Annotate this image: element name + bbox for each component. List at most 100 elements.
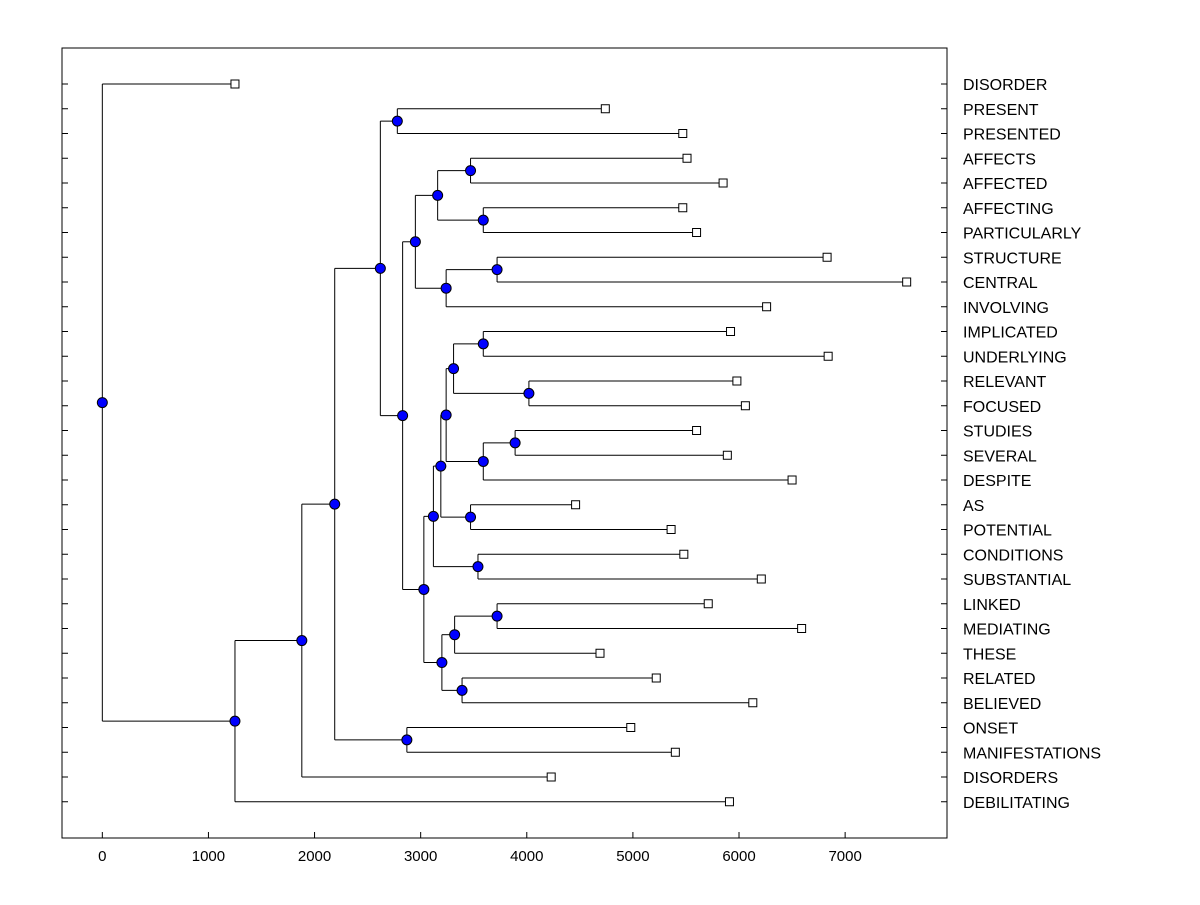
merge-node [509, 437, 521, 449]
leaf-marker [679, 549, 689, 559]
leaf-label: DEBILITATING [963, 795, 1070, 812]
x-tick-label: 1000 [192, 848, 225, 865]
leaf-marker [902, 277, 912, 287]
merge-node [477, 455, 489, 467]
x-tick-label: 3000 [404, 848, 437, 865]
leaf-marker [546, 772, 556, 782]
merge-node [409, 236, 421, 248]
leaf-marker [724, 797, 734, 807]
merge-node [391, 115, 403, 127]
leaf-markers-group [230, 79, 912, 807]
merge-node [477, 338, 489, 350]
leaf-label: POTENTIAL [963, 523, 1052, 540]
merge-node [472, 561, 484, 573]
leaf-label: STUDIES [963, 424, 1032, 441]
leaf-label: CENTRAL [963, 275, 1038, 292]
leaf-marker [762, 302, 772, 312]
x-tick-label: 6000 [722, 848, 755, 865]
merge-node [397, 410, 409, 422]
leaf-marker [822, 252, 832, 262]
x-tick-label: 5000 [616, 848, 649, 865]
leaf-marker [692, 228, 702, 237]
node-markers-group [96, 115, 535, 746]
merge-node [440, 282, 452, 294]
leaf-marker [703, 599, 713, 609]
merge-node [448, 363, 460, 375]
leaf-label: AFFECTED [963, 176, 1047, 193]
leaf-marker [678, 203, 688, 213]
leaf-label: MANIFESTATIONS [963, 745, 1101, 762]
leaf-label: AFFECTS [963, 151, 1036, 168]
leaf-marker [670, 747, 680, 757]
x-tick-label: 7000 [828, 848, 861, 865]
x-tick-label: 0 [98, 848, 106, 865]
merge-node [329, 498, 341, 510]
merge-node [374, 262, 386, 274]
merge-node [465, 511, 477, 523]
leaf-marker [823, 351, 833, 361]
leaf-label: RELEVANT [963, 374, 1047, 391]
merge-node [96, 397, 108, 409]
merge-node [477, 214, 489, 226]
y-ticks-group [62, 83, 947, 803]
merge-node [401, 734, 413, 746]
leaf-marker [571, 500, 581, 510]
leaf-marker [230, 79, 240, 89]
leaf-label: RELATED [963, 671, 1036, 688]
leaf-label: PARTICULARLY [963, 226, 1082, 243]
leaf-label: LINKED [963, 597, 1021, 614]
leaf-marker [740, 401, 750, 411]
leaf-label: CONDITIONS [963, 547, 1063, 564]
leaf-label: BELIEVED [963, 696, 1041, 713]
leaf-label: DISORDERS [963, 770, 1058, 787]
merge-node [427, 510, 439, 522]
leaf-labels-group: DISORDER PRESENT PRESENTED AFFECTS AFFECTED A… [963, 77, 1101, 812]
merge-node [491, 610, 503, 622]
leaf-label: PRESENT [963, 102, 1039, 119]
merge-node [436, 657, 448, 669]
leaf-marker [682, 153, 692, 163]
leaf-marker [722, 450, 732, 460]
leaf-label: IMPLICATED [963, 325, 1058, 342]
leaf-label: INVOLVING [963, 300, 1049, 317]
merge-node [465, 165, 477, 177]
leaf-marker [692, 426, 702, 435]
leaf-label: STRUCTURE [963, 250, 1062, 267]
leaf-label: FOCUSED [963, 399, 1041, 416]
merge-node [449, 629, 461, 641]
leaf-label: AS [963, 498, 984, 515]
leaf-label: DESPITE [963, 473, 1031, 490]
merge-node [229, 715, 241, 727]
leaf-label: THESE [963, 646, 1016, 663]
leaf-marker [756, 574, 766, 584]
merge-node [432, 189, 444, 201]
merge-node [435, 460, 447, 472]
leaf-label: MEDIATING [963, 622, 1051, 639]
leaf-marker [726, 327, 736, 336]
leaf-marker [651, 673, 661, 683]
leaf-marker [787, 475, 797, 485]
leaf-marker [678, 129, 688, 138]
plot-frame [61, 47, 948, 839]
leaf-label: PRESENTED [963, 127, 1061, 144]
x-tick-label: 2000 [298, 848, 331, 865]
leaf-marker [732, 376, 742, 386]
merge-node [523, 387, 535, 399]
x-ticks-group: 0 1000 2000 3000 4000 5000 6000 7000 [98, 832, 862, 865]
merge-node [440, 409, 452, 421]
links-group [101, 83, 907, 803]
leaf-marker [666, 525, 676, 534]
leaf-label: ONSET [963, 721, 1018, 738]
leaf-marker [797, 624, 807, 633]
x-tick-label: 4000 [510, 848, 543, 865]
leaf-marker [595, 648, 605, 658]
leaf-label: AFFECTING [963, 201, 1054, 218]
leaf-label: UNDERLYING [963, 349, 1067, 366]
leaf-marker [600, 104, 610, 114]
leaf-label: SUBSTANTIAL [963, 572, 1071, 589]
merge-node [296, 635, 308, 647]
leaf-label: SEVERAL [963, 448, 1037, 465]
merge-node [456, 684, 468, 696]
merge-node [418, 583, 430, 595]
